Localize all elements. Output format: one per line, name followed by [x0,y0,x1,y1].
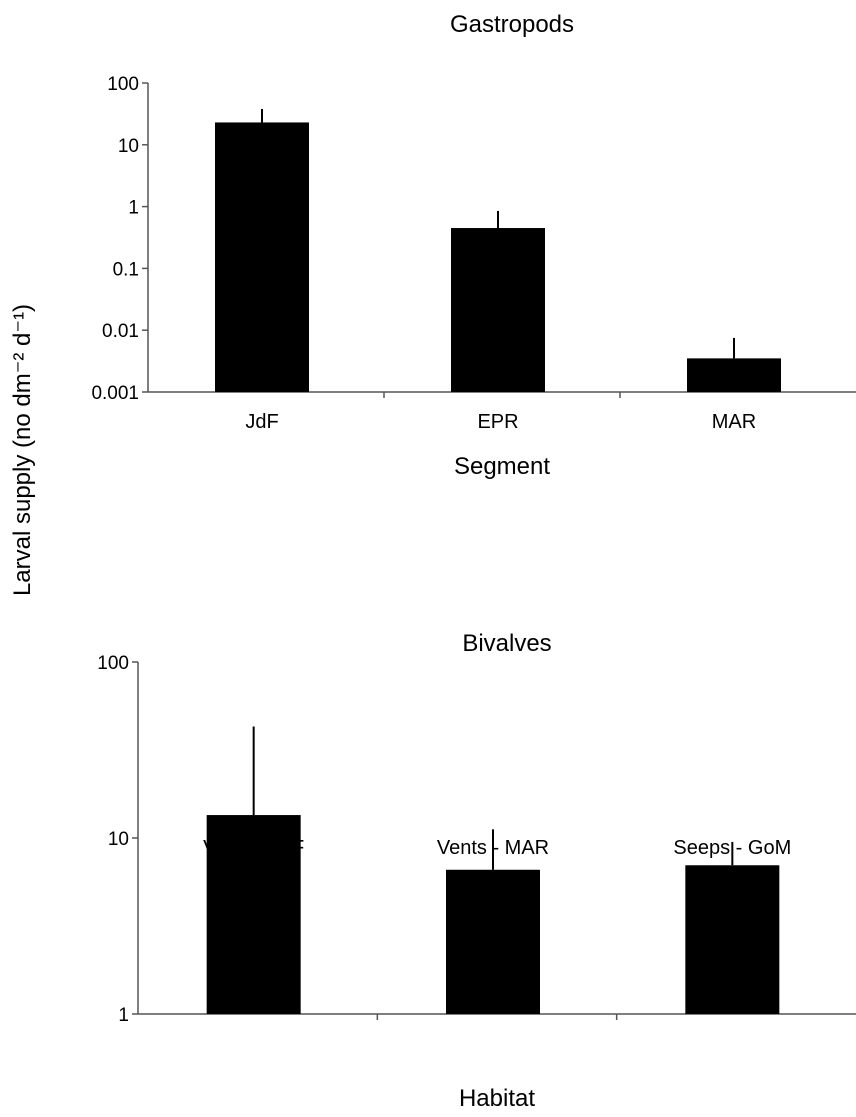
y-tick-label: 100 [107,74,139,95]
bar [206,815,301,1014]
gastropods-panel: Gastropods 0.001 0.01 0.1 1 10 100 JdF EPR MAR Seg… [91,11,856,480]
x-tick-label: Vents - MAR [437,837,549,859]
chart-title: Gastropods [450,11,574,38]
y-tick-label: 10 [108,829,129,850]
y-tick-label: 1 [118,1005,129,1026]
bar [215,122,309,392]
y-tick-label: 1 [128,198,139,219]
y-tick-label: 10 [118,136,139,157]
y-tick-label: 0.1 [113,259,139,280]
y-tick-label: 0.01 [102,321,139,342]
x-axis-title: Habitat [459,1085,535,1112]
bar [685,865,780,1014]
bar [687,358,781,392]
y-tick-label: 100 [97,653,129,674]
x-tick-label: EPR [477,411,518,433]
x-tick-label: JdF [245,411,278,433]
x-axis-title: Segment [454,453,550,480]
bar [446,869,540,1014]
x-tick-label: Seeps - GoM [673,837,791,859]
bivalves-panel: Bivalves 1 10 100 Vents - JdF Vents - MAR Seep… [97,630,856,1112]
x-tick-label: Vents - JdF [203,837,304,859]
chart-title: Bivalves [462,630,551,657]
x-tick-label: MAR [712,411,756,433]
bar [451,228,545,392]
y-axis-title: Larval supply (no dm⁻² d⁻¹) [9,304,36,596]
y-tick-label: 0.001 [91,383,139,404]
